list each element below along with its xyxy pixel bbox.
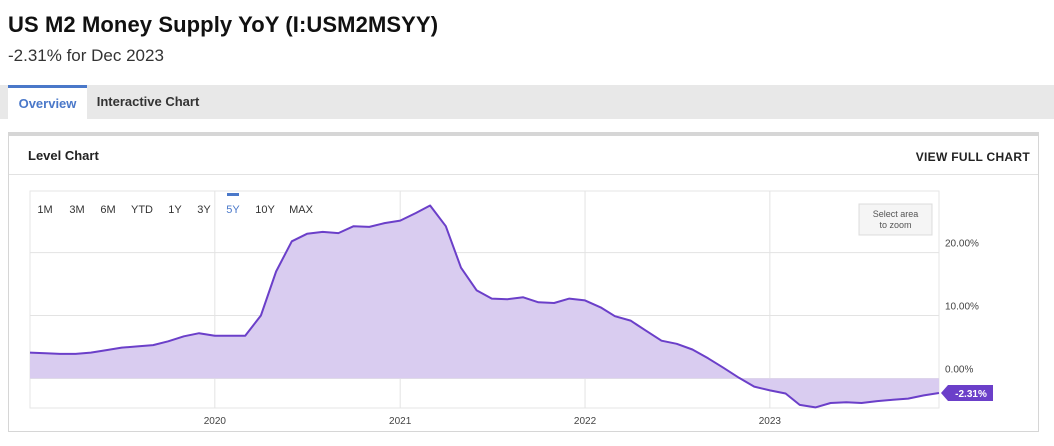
range-button-3m[interactable]: 3M: [69, 204, 84, 216]
zoom-hint-text: to zoom: [879, 220, 911, 230]
zoom-hint-box: [858, 203, 933, 236]
y-tick-label: 10.00%: [945, 302, 979, 313]
range-button-max[interactable]: MAX: [289, 204, 314, 216]
panel-header: Level Chart VIEW FULL CHART: [9, 136, 1038, 175]
range-button-1y[interactable]: 1Y: [168, 204, 182, 216]
panel-title: Level Chart: [28, 148, 99, 163]
x-tick-label: 2020: [204, 416, 227, 427]
x-tick-label: 2021: [389, 416, 412, 427]
tab-overview[interactable]: Overview: [8, 85, 87, 119]
level-chart[interactable]: 20.00% 10.00% 0.00% 2020 2021 2022 2023 -2.31% 1…: [9, 136, 1038, 432]
range-button-1m[interactable]: 1M: [37, 204, 52, 216]
range-button-10y[interactable]: 10Y: [255, 204, 275, 216]
tab-interactive-chart[interactable]: Interactive Chart: [96, 94, 200, 109]
range-button-5y[interactable]: 5Y: [226, 204, 240, 216]
level-chart-panel: Level Chart VIEW FULL CHART 20.00% 10.00%…: [8, 132, 1039, 432]
y-tick-label: 20.00%: [945, 239, 979, 250]
y-tick-label: 0.00%: [945, 364, 973, 375]
last-value-badge: [941, 384, 993, 401]
series-line: [29, 204, 940, 409]
tab-bar: Overview Interactive Chart: [0, 85, 1054, 119]
series-area: [30, 205, 939, 408]
page-title: US M2 Money Supply YoY (I:USM2MSYY): [8, 12, 439, 37]
range-button-ytd[interactable]: YTD: [131, 204, 153, 216]
x-tick-label: 2023: [759, 416, 782, 427]
x-tick-label: 2022: [574, 416, 597, 427]
latest-value-subtitle: -2.31% for Dec 2023: [8, 46, 164, 65]
zoom-hint-text: Select area: [873, 209, 919, 219]
range-button-active-indicator: [227, 193, 239, 196]
range-button-6m[interactable]: 6M: [100, 204, 115, 216]
last-value-label: -2.31%: [955, 389, 987, 400]
range-button-3y[interactable]: 3Y: [197, 204, 211, 216]
view-full-chart-link[interactable]: VIEW FULL CHART: [915, 150, 1030, 164]
